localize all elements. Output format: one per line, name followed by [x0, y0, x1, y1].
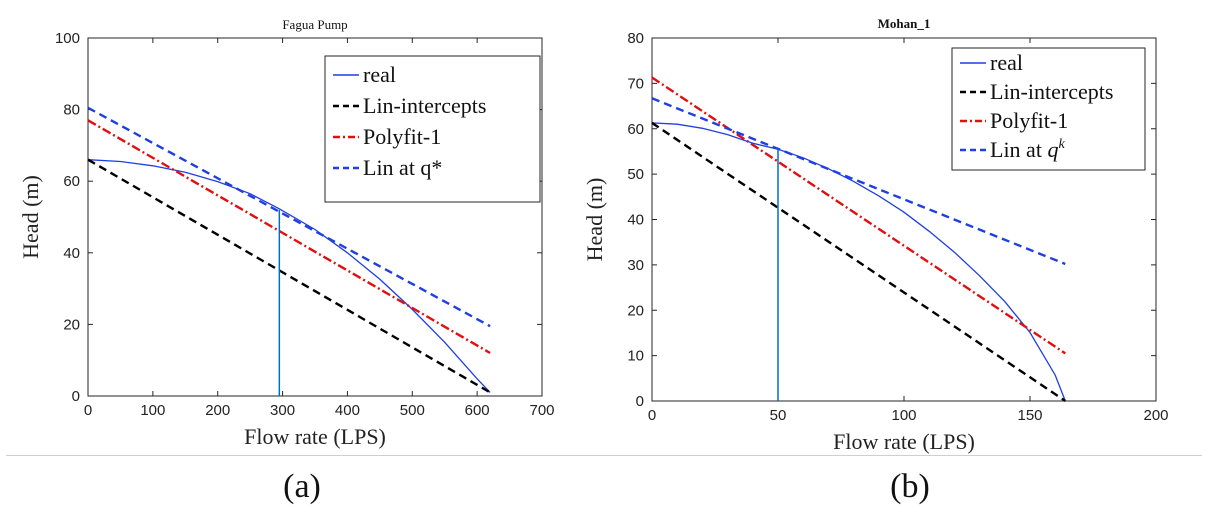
chart-b-series-lin-at-q-k [651, 97, 1066, 266]
chart-b-ytick-label: 10 [627, 348, 644, 365]
chart-a-xtick-label: 500 [400, 402, 425, 419]
chart-b-xlabel: Flow rate (LPS) [833, 429, 975, 454]
chart-a: 0 100 200 300 400 500 600 700 0 20 40 60 80 100 Flow r… [18, 17, 555, 449]
chart-a-xtick-label: 700 [529, 402, 554, 419]
chart-a-ytick-label: 20 [63, 316, 80, 333]
chart-a-ylabel: Head (m) [18, 175, 43, 259]
chart-b-ylabel: Head (m) [582, 178, 607, 262]
chart-a-ytick-label: 40 [63, 245, 80, 262]
chart-b-series-real [651, 122, 1066, 402]
chart-b-ytick-label: 80 [627, 30, 644, 47]
chart-b-legend-label: Lin-intercepts [990, 79, 1113, 104]
chart-a-xlabel: Flow rate (LPS) [244, 424, 386, 449]
chart-a-ytick-label: 80 [63, 102, 80, 119]
caption-separator [6, 455, 1202, 456]
chart-b-xtick-label: 0 [648, 407, 656, 424]
chart-a-xtick-label: 0 [84, 402, 92, 419]
chart-b-legend-label: Lin at qk [990, 137, 1065, 162]
chart-b-legend-label: real [990, 50, 1023, 75]
chart-a-legend-label: real [363, 62, 396, 87]
chart-b-legend: real Lin-intercepts Polyfit-1 Lin at qk [951, 47, 1146, 171]
chart-b-ytick-label: 70 [627, 75, 644, 92]
chart-b-ytick-label: 20 [627, 302, 644, 319]
chart-a-xtick-label: 300 [270, 402, 295, 419]
chart-a-legend-label: Lin-intercepts [363, 93, 486, 118]
chart-b-ytick-label: 60 [627, 121, 644, 138]
chart-a-xtick-label: 600 [465, 402, 490, 419]
chart-b-title: Mohan_1 [878, 16, 931, 31]
chart-b-xtick-label: 200 [1143, 407, 1168, 424]
chart-a-ytick-label: 60 [63, 173, 80, 190]
chart-b-panel-label: (b) [890, 468, 930, 505]
chart-b-xtick-label: 50 [770, 407, 787, 424]
chart-b-series-polyfit-1 [651, 76, 1066, 355]
chart-b-series-lin-intercepts [651, 121, 1066, 402]
chart-a-legend-label: Lin at q* [363, 155, 442, 180]
chart-a-series-lin-at-q- [87, 106, 491, 328]
chart-a-legend-label: Polyfit-1 [363, 124, 441, 149]
chart-a-legend: real Lin-intercepts Polyfit-1 Lin at q* [324, 55, 541, 203]
chart-b-xtick-label: 100 [891, 407, 916, 424]
chart-b-ytick-label: 40 [627, 212, 644, 229]
chart-b-ytick-label: 50 [627, 166, 644, 183]
chart-a-panel-label: (a) [283, 468, 321, 505]
chart-b-legend-label: Polyfit-1 [990, 108, 1068, 133]
chart-b-xtick-label: 150 [1017, 407, 1042, 424]
chart-a-legend-box [324, 55, 541, 203]
chart-a-series-real [87, 159, 491, 393]
chart-b-ytick-label: 0 [636, 393, 644, 410]
chart-a-xtick-label: 400 [335, 402, 360, 419]
chart-a-ytick-label: 100 [55, 30, 80, 47]
chart-b-ytick-label: 30 [627, 257, 644, 274]
chart-a-ytick-label: 0 [72, 388, 80, 405]
chart-b: 0 50 100 150 200 0 10 20 30 40 50 60 70 80 Flow rate (… [582, 16, 1169, 454]
chart-a-series-polyfit-1 [87, 119, 491, 355]
chart-a-xtick-label: 200 [205, 402, 230, 419]
chart-a-title: Fagua Pump [282, 17, 347, 32]
chart-a-xtick-label: 100 [140, 402, 165, 419]
chart-b-legend-box [951, 47, 1146, 171]
